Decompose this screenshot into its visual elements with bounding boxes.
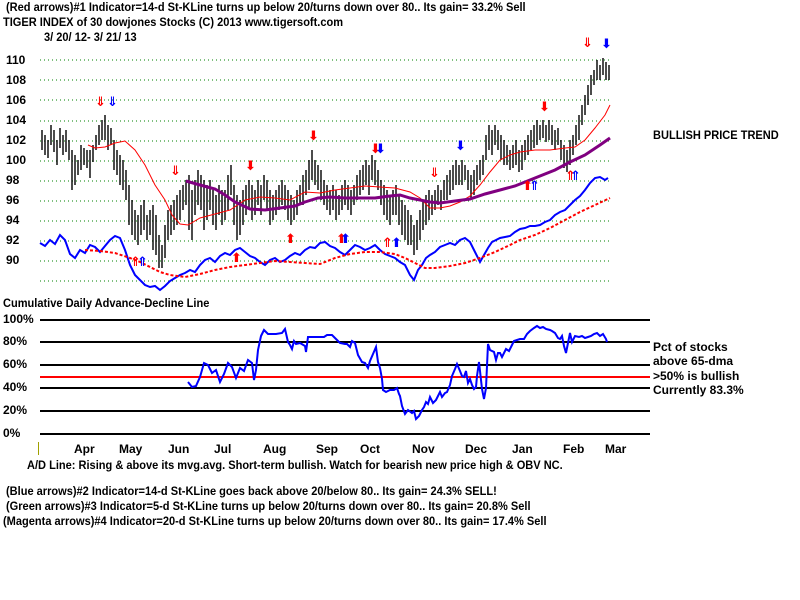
y-tick: 92 (6, 233, 20, 247)
y-tick: 100 (6, 153, 27, 167)
y-tick: 40% (3, 380, 28, 394)
month-label: Feb (563, 442, 585, 456)
red-sell-arrow-icon: ⇓ (170, 164, 181, 179)
y-tick: 94 (6, 213, 20, 227)
red-buy-arrow-icon: ⬆ (285, 232, 296, 247)
month-label: Mar (605, 442, 627, 456)
red-sell-arrow-icon: ⇓ (95, 95, 106, 110)
blue-buy-arrow-icon: ⇑ (137, 255, 148, 270)
month-label: Nov (412, 442, 435, 456)
y-tick: 96 (6, 193, 20, 207)
red-sell-arrow-icon: ⇓ (582, 36, 593, 51)
ad-ma-line (84, 197, 611, 279)
blue-buy-arrow-icon: ⇑ (570, 169, 581, 184)
chart-title: TIGER INDEX of 30 dowjones Stocks (C) 20… (3, 15, 344, 29)
ad-panel-title: Cumulative Daily Advance-Decline Line (3, 296, 210, 310)
blue-buy-arrow-icon: ⬆ (340, 232, 351, 247)
red-sell-arrow-icon: ⬇ (370, 142, 381, 157)
month-label: Aug (263, 442, 287, 456)
month-label: Apr (74, 442, 95, 456)
date-range: 3/ 20/ 12- 3/ 21/ 13 (44, 30, 137, 44)
legend-line: Currently 83.3% (653, 383, 744, 397)
y-tick: 20% (3, 403, 28, 417)
legend-line: >50% is bullish (653, 369, 740, 383)
signal-arrows: ⇓ ⇓ ⇓ ⬇ ⬇ ⬇ ⬇ ⇓ ⬇ ⬇ ⇓ ⬇ ⇑ ⇑ ⬆ ⬆ ⬆ ⬆ ⇑ ⬆ … (95, 36, 612, 270)
green-arrows-legend: (Green arrows)#3 Indicator=5-d St-KLine … (6, 499, 531, 513)
y-tick: 60% (3, 357, 28, 371)
red-sell-arrow-icon: ⬇ (245, 159, 256, 174)
red-arrows-legend: (Red arrows)#1 Indicator=14-d St-KLine t… (6, 0, 526, 14)
ad-line-summary: A/D Line: Rising & above its mvg.avg. Sh… (27, 458, 563, 472)
y-tick: 90 (6, 253, 20, 267)
month-label: Sep (316, 442, 339, 456)
pct-above-65dma-line (187, 324, 608, 421)
y-tick: 110 (6, 53, 26, 67)
pct-grid (40, 319, 650, 435)
red-sell-arrow-icon: ⬇ (539, 100, 550, 115)
blue-sell-arrow-icon: ⬇ (375, 142, 386, 157)
ad-line (39, 175, 609, 292)
blue-sell-arrow-icon: ⇓ (107, 95, 118, 110)
long-ma-line (185, 136, 611, 212)
y-tick: 0% (3, 426, 21, 440)
red-buy-arrow-icon: ⇑ (130, 255, 141, 270)
y-tick: 104 (6, 113, 27, 127)
blue-buy-arrow-icon: ⇑ (529, 179, 540, 194)
red-buy-arrow-icon: ⬆ (336, 232, 347, 247)
month-label: Jan (512, 442, 533, 456)
y-tick: 80% (3, 334, 28, 348)
month-label: Jun (168, 442, 190, 456)
red-buy-arrow-icon: ⬆ (522, 179, 533, 194)
trend-label: BULLISH PRICE TREND (653, 128, 779, 142)
short-ma-line (87, 104, 611, 226)
x-axis-start-tick (38, 442, 39, 455)
y-tick: 102 (6, 133, 27, 147)
y-tick: 106 (6, 93, 27, 107)
blue-sell-arrow-icon: ⬇ (455, 139, 466, 154)
red-buy-arrow-icon: ⇑ (382, 236, 393, 251)
y-tick: 98 (6, 173, 20, 187)
month-label: Jul (214, 442, 232, 456)
legend-line: Pct of stocks (653, 340, 728, 354)
legend-line: above 65-dma (653, 354, 734, 368)
month-label: Oct (360, 442, 381, 456)
blue-sell-arrow-icon: ⬇ (601, 37, 612, 52)
magenta-arrows-legend: (Magenta arrows)#4 Indicator=20-d St-KLi… (3, 514, 547, 528)
red-buy-arrow-icon: ⇑ (565, 169, 576, 184)
red-sell-arrow-icon: ⬇ (308, 129, 319, 144)
month-label: May (119, 442, 143, 456)
blue-buy-arrow-icon: ⬆ (391, 236, 402, 251)
y-tick: 108 (6, 73, 27, 87)
blue-arrows-legend: (Blue arrows)#2 Indicator=14-d St-KLine … (6, 484, 497, 498)
y-tick: 100% (3, 312, 34, 326)
red-sell-arrow-icon: ⇓ (429, 166, 440, 181)
month-label: Dec (465, 442, 488, 456)
red-buy-arrow-icon: ⬆ (231, 251, 242, 266)
